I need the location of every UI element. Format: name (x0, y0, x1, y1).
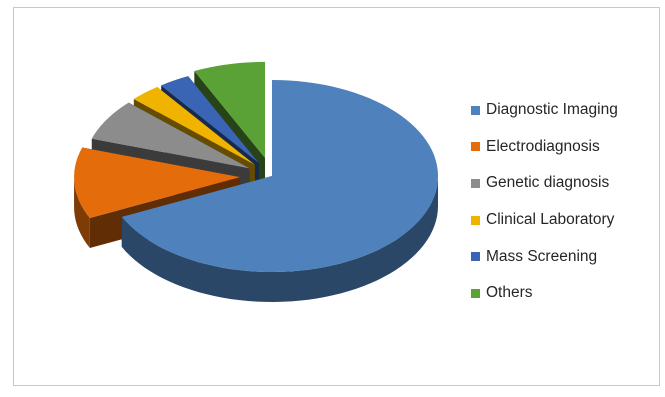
pie-slice (161, 76, 259, 164)
legend-item: Diagnostic Imaging (471, 92, 656, 129)
legend-swatch (471, 215, 480, 225)
pie-slice (121, 80, 439, 272)
legend-label: Mass Screening (486, 247, 598, 265)
legend-item: Genetic diagnosis (471, 165, 656, 202)
pie-slice-side (121, 176, 439, 302)
legend-label: Clinical Laboratory (486, 211, 615, 229)
legend-swatch (471, 178, 480, 188)
legend-item: Clinical Laboratory (471, 202, 656, 239)
legend-label: Diagnostic Imaging (486, 101, 618, 119)
legend-swatch (471, 142, 480, 152)
legend-item: Electrodiagnosis (471, 129, 656, 166)
legend-swatch (471, 105, 480, 115)
pie-slice (74, 147, 241, 219)
legend-label: Genetic diagnosis (486, 174, 610, 192)
legend: Diagnostic Imaging Electrodiagnosis Gene… (471, 92, 656, 312)
pie-top-layer (74, 61, 439, 272)
pie-slice (133, 87, 255, 165)
pie-slice-side (74, 177, 90, 249)
pie-slice (194, 61, 266, 158)
pie-slice (91, 102, 250, 169)
legend-label: Electrodiagnosis (486, 137, 600, 155)
legend-item: Mass Screening (471, 238, 656, 275)
legend-swatch (471, 288, 480, 298)
legend-item: Others (471, 275, 656, 312)
legend-swatch (471, 252, 480, 262)
legend-label: Others (486, 284, 533, 302)
